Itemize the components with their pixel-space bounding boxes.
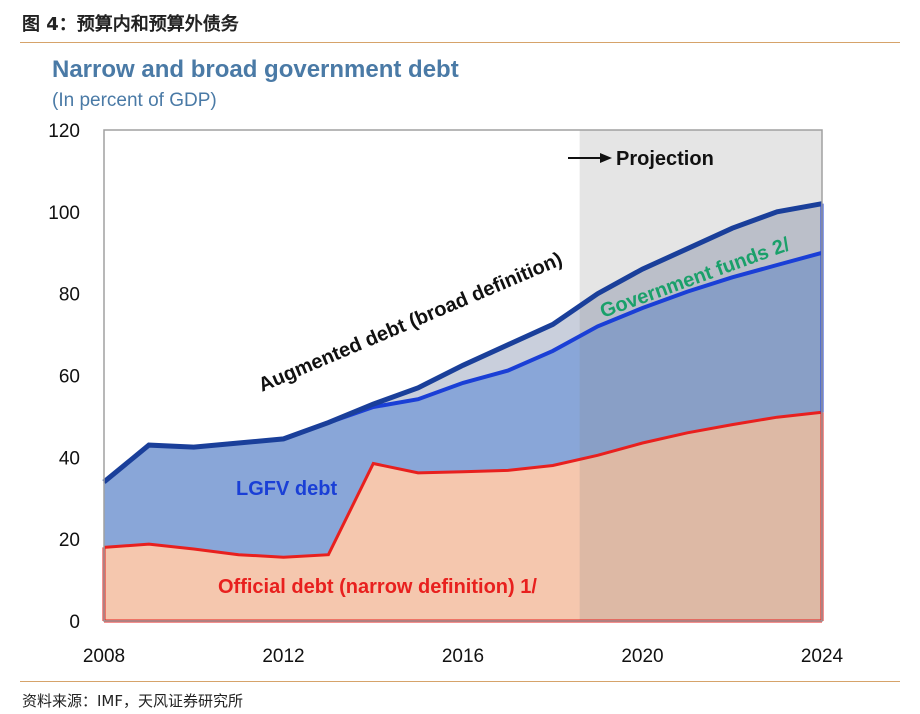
y-tick-label: 20	[59, 530, 80, 551]
official-debt-label: Official debt (narrow definition) 1/	[218, 576, 537, 598]
lgfv-debt-label: LGFV debt	[236, 478, 337, 500]
plot-area	[102, 130, 824, 623]
plot-frame	[103, 129, 823, 622]
x-tick-label: 2020	[621, 646, 663, 667]
lgfv-debt-area	[104, 252, 822, 558]
y-tick-label: 100	[48, 203, 80, 224]
augmented-debt-line	[102, 201, 823, 484]
projection-label: Projection	[616, 148, 714, 170]
chart-title: Narrow and broad government debt	[52, 56, 459, 83]
x-tick-label: 2016	[442, 646, 484, 667]
y-tick-label: 120	[48, 121, 80, 142]
y-tick-label: 80	[59, 285, 80, 306]
axes: 0 20 40 60 80 100 120 2008 2012 2016 2020 2024	[48, 121, 843, 667]
x-tick-label: 2008	[83, 646, 125, 667]
official-debt-area	[104, 412, 822, 621]
source-note: 资料来源：IMF，天风证券研究所	[22, 692, 243, 710]
y-tick-label: 0	[69, 612, 80, 633]
figure-header: 图 4：预算内和预算外债务	[22, 14, 239, 35]
projection-arrow-head	[600, 153, 612, 163]
projection-shading	[579, 130, 822, 621]
footer-divider	[20, 681, 900, 682]
government-funds-area	[104, 203, 822, 482]
chart-subtitle: (In percent of GDP)	[52, 90, 217, 111]
y-tick-label: 60	[59, 367, 80, 388]
y-tick-label: 40	[59, 448, 80, 469]
header-divider	[20, 42, 900, 43]
x-tick-label: 2012	[262, 646, 304, 667]
x-tick-label: 2024	[801, 646, 844, 667]
official-debt-line	[103, 410, 823, 559]
